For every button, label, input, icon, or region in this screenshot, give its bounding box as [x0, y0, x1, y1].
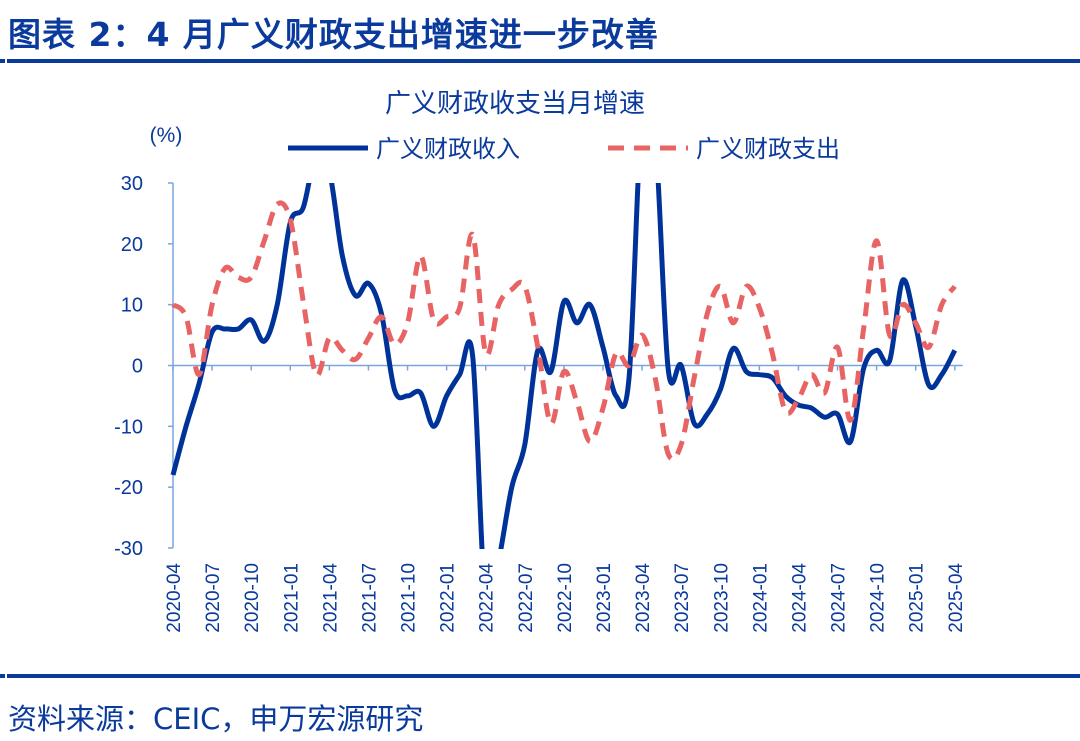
x-tick-label: 2023-04 [633, 563, 654, 633]
x-tick-label: 2024-10 [868, 563, 889, 633]
y-tick-label: -10 [114, 416, 143, 438]
x-tick-label: 2021-10 [399, 563, 420, 633]
y-tick-label: -20 [114, 477, 143, 499]
legend-label-income: 广义财政收入 [376, 136, 520, 163]
x-tick-label: 2025-04 [946, 563, 967, 633]
x-tick-label: 2023-01 [594, 563, 615, 633]
y-tick-label: 20 [121, 234, 143, 256]
x-tick-label: 2020-07 [203, 563, 224, 633]
x-tick-label: 2023-07 [672, 563, 693, 633]
x-tick-label: 2021-04 [320, 563, 341, 633]
x-tick-label: 2023-10 [711, 563, 732, 633]
top-divider [0, 59, 1080, 63]
legend: 广义财政收入 广义财政支出 [288, 136, 840, 163]
y-tick-label: -30 [114, 538, 143, 560]
x-tick-label: 2024-07 [829, 563, 850, 633]
chart-title: 广义财政收支当月增速 [385, 88, 645, 118]
x-tick-label: 2020-10 [242, 563, 263, 633]
x-tick-label: 2024-01 [750, 563, 771, 633]
x-tick-label: 2024-04 [789, 563, 810, 633]
x-tick-label: 2022-01 [438, 563, 459, 633]
y-tick-label: 10 [121, 295, 143, 317]
x-tick-label: 2020-04 [164, 563, 185, 633]
x-tick-label: 2022-04 [477, 563, 498, 633]
legend-label-expenditure: 广义财政支出 [696, 136, 840, 163]
x-tick-label: 2021-07 [359, 563, 380, 633]
x-tick-label: 2021-01 [281, 563, 302, 633]
x-tick-label: 2022-10 [555, 563, 576, 633]
x-tick-label: 2022-07 [516, 563, 537, 633]
y-axis-unit: (%) [150, 124, 183, 147]
y-tick-label: 0 [132, 356, 143, 378]
figure-title: 图表 2：4 月广义财政支出增速进一步改善 [8, 15, 659, 54]
series-line-income [170, 183, 958, 549]
source-note: 资料来源：CEIC，申万宏源研究 [8, 702, 424, 736]
series-line-expenditure [171, 200, 957, 462]
y-tick-label: 30 [121, 173, 143, 195]
x-tick-label: 2025-01 [907, 563, 928, 633]
bottom-divider [0, 674, 1080, 678]
